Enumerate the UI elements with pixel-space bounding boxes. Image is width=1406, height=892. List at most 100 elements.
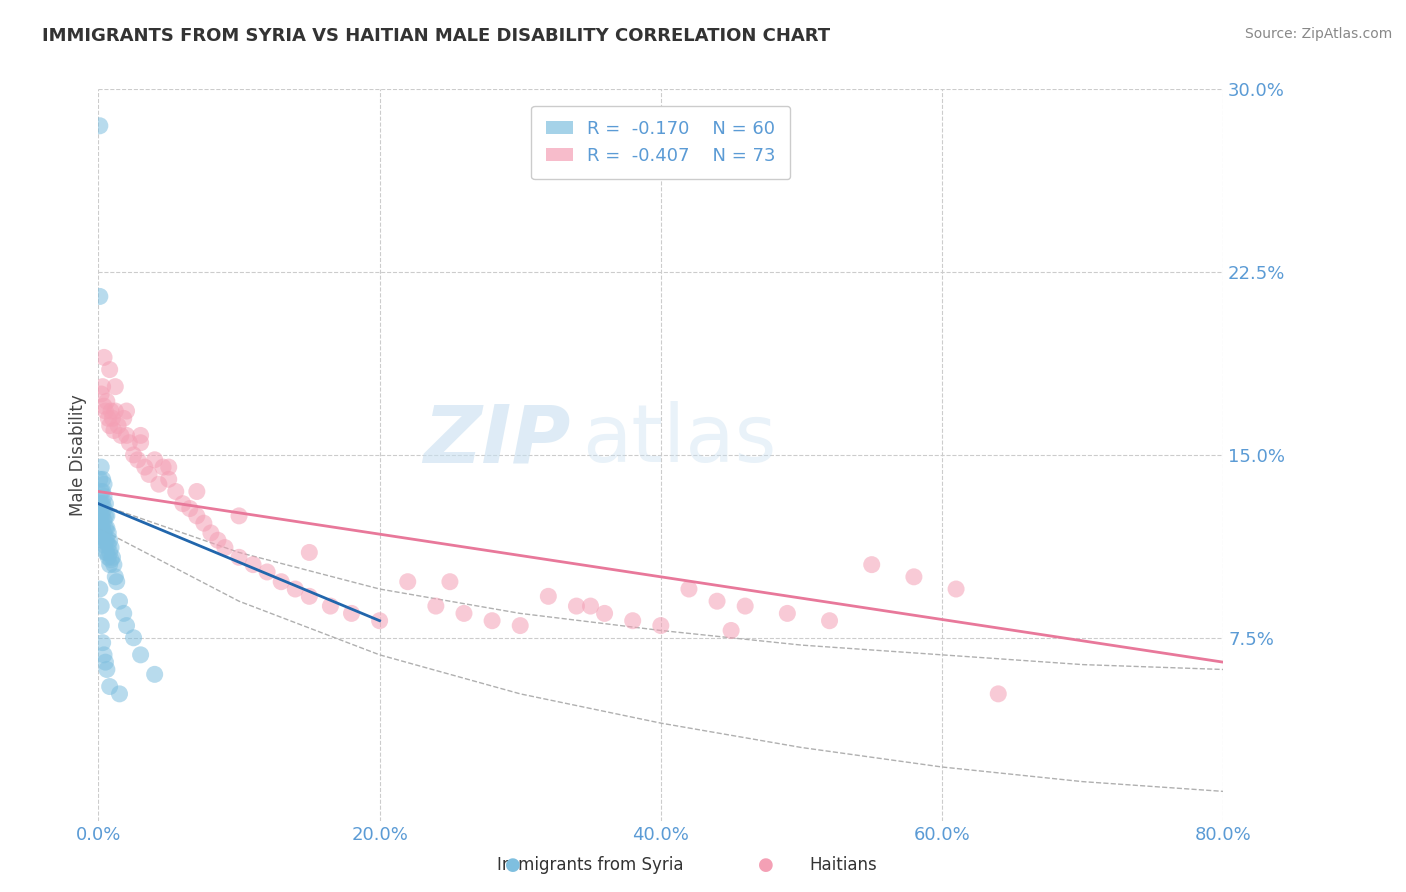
Point xyxy=(103,558,125,572)
Point xyxy=(143,452,166,467)
Point xyxy=(122,448,145,462)
Point xyxy=(91,472,114,486)
Point xyxy=(94,497,117,511)
Point xyxy=(98,680,121,694)
Point xyxy=(96,663,118,677)
Point xyxy=(104,404,127,418)
Point xyxy=(98,418,121,433)
Text: IMMIGRANTS FROM SYRIA VS HAITIAN MALE DISABILITY CORRELATION CHART: IMMIGRANTS FROM SYRIA VS HAITIAN MALE DI… xyxy=(42,27,831,45)
Point xyxy=(108,594,131,608)
Point xyxy=(129,648,152,662)
Point xyxy=(100,541,122,555)
Point xyxy=(720,624,742,638)
Point xyxy=(89,521,111,535)
Point xyxy=(165,484,187,499)
Point xyxy=(96,394,118,409)
Point xyxy=(91,635,114,649)
Point xyxy=(91,484,114,499)
Point xyxy=(96,508,118,523)
Point xyxy=(94,533,117,548)
Point xyxy=(228,550,250,565)
Point xyxy=(90,521,112,535)
Point xyxy=(284,582,307,596)
Point xyxy=(90,484,112,499)
Point xyxy=(112,411,135,425)
Point xyxy=(903,570,925,584)
Point xyxy=(650,618,672,632)
Point xyxy=(91,508,114,523)
Point xyxy=(157,460,180,475)
Point xyxy=(96,545,118,559)
Point xyxy=(98,362,121,376)
Point xyxy=(129,428,152,442)
Point xyxy=(481,614,503,628)
Point xyxy=(200,525,222,540)
Point xyxy=(396,574,419,589)
Point xyxy=(138,467,160,482)
Point xyxy=(93,351,115,365)
Point xyxy=(565,599,588,613)
Point xyxy=(298,590,321,604)
Point xyxy=(706,594,728,608)
Point xyxy=(91,533,114,548)
Point xyxy=(90,508,112,523)
Point xyxy=(319,599,342,613)
Point xyxy=(186,484,208,499)
Point xyxy=(143,667,166,681)
Text: ●: ● xyxy=(758,855,775,873)
Point xyxy=(107,418,129,433)
Point xyxy=(425,599,447,613)
Point xyxy=(89,508,111,523)
Point xyxy=(509,618,531,632)
Point xyxy=(93,525,115,540)
Point xyxy=(186,508,208,523)
Point xyxy=(453,607,475,621)
Legend: R =  -0.170    N = 60, R =  -0.407    N = 73: R = -0.170 N = 60, R = -0.407 N = 73 xyxy=(531,105,790,179)
Point xyxy=(94,545,117,559)
Point xyxy=(734,599,756,613)
Point xyxy=(89,119,111,133)
Point xyxy=(94,404,117,418)
Point xyxy=(108,687,131,701)
Point xyxy=(98,558,121,572)
Y-axis label: Male Disability: Male Disability xyxy=(69,394,87,516)
Point xyxy=(90,533,112,548)
Point xyxy=(90,618,112,632)
Point xyxy=(368,614,391,628)
Point xyxy=(97,538,120,552)
Point xyxy=(93,489,115,503)
Point xyxy=(89,289,111,303)
Point xyxy=(94,521,117,535)
Point xyxy=(93,477,115,491)
Point xyxy=(97,411,120,425)
Point xyxy=(91,497,114,511)
Point xyxy=(110,428,132,442)
Point xyxy=(987,687,1010,701)
Point xyxy=(129,435,152,450)
Point xyxy=(94,655,117,669)
Point xyxy=(179,501,201,516)
Point xyxy=(100,553,122,567)
Point xyxy=(242,558,264,572)
Point xyxy=(94,508,117,523)
Point xyxy=(90,599,112,613)
Point xyxy=(148,477,170,491)
Point xyxy=(678,582,700,596)
Point xyxy=(214,541,236,555)
Point xyxy=(104,379,127,393)
Point xyxy=(98,533,121,548)
Point xyxy=(193,516,215,531)
Point xyxy=(621,614,644,628)
Point xyxy=(105,574,128,589)
Point xyxy=(172,497,194,511)
Point xyxy=(97,550,120,565)
Point xyxy=(89,472,111,486)
Point xyxy=(90,497,112,511)
Point xyxy=(90,460,112,475)
Point xyxy=(93,648,115,662)
Point xyxy=(96,533,118,548)
Point xyxy=(96,521,118,535)
Point xyxy=(90,387,112,401)
Point xyxy=(256,565,278,579)
Point xyxy=(103,424,125,438)
